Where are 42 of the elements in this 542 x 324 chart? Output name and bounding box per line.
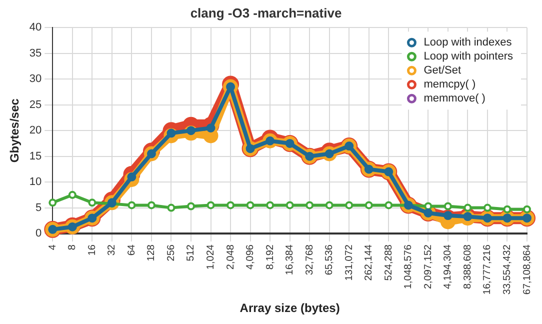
x-tick-label: 33,554,432 bbox=[502, 244, 513, 295]
x-tick-label: 4 bbox=[47, 244, 58, 250]
y-tick-label: 40 bbox=[29, 22, 42, 34]
y-tick-label: 30 bbox=[29, 73, 42, 86]
x-tick-label: 256 bbox=[166, 244, 177, 262]
x-axis-title: Array size (bytes) bbox=[240, 301, 340, 316]
legend-label: memmove( ) bbox=[424, 92, 486, 105]
y-tick-label: 35 bbox=[29, 47, 42, 60]
legend-label: Loop with pointers bbox=[424, 50, 514, 63]
y-tick-label: 25 bbox=[29, 98, 42, 111]
x-tick-label: 262,144 bbox=[364, 244, 375, 281]
legend-label: Loop with indexes bbox=[424, 36, 512, 49]
x-tick-label: 8,388,608 bbox=[462, 244, 474, 290]
x-tick-label: 524,288 bbox=[383, 244, 394, 281]
x-tick-label: 4,096 bbox=[245, 244, 256, 270]
x-tick-label: 32 bbox=[106, 244, 118, 256]
x-tick-label: 32,768 bbox=[304, 244, 316, 276]
x-tick-label: 16 bbox=[86, 244, 98, 256]
x-tick-label: 2,048 bbox=[225, 244, 236, 270]
y-tick-label: 10 bbox=[29, 176, 42, 188]
x-tick-label: 512 bbox=[186, 244, 197, 262]
x-tick-label: 67,108,864 bbox=[522, 244, 533, 295]
x-tick-label: 4,194,304 bbox=[442, 244, 454, 290]
x-tick-label: 1,048,576 bbox=[403, 244, 414, 290]
chart-title: clang -O3 -march=native bbox=[190, 5, 342, 20]
x-tick-label: 16,777,216 bbox=[482, 244, 494, 295]
x-tick-label: 8 bbox=[67, 244, 78, 250]
legend-label: Get/Set bbox=[424, 64, 462, 77]
y-tick-label: 0 bbox=[36, 228, 42, 240]
x-tick-label: 1,024 bbox=[206, 244, 217, 270]
x-tick-label: 128 bbox=[146, 244, 158, 262]
x-tick-label: 16,384 bbox=[284, 244, 296, 276]
x-tick-label: 131,072 bbox=[344, 244, 355, 281]
x-tick-label: 65,536 bbox=[324, 244, 336, 276]
y-tick-label: 5 bbox=[36, 202, 42, 214]
x-tick-label: 64 bbox=[126, 244, 138, 256]
y-tick-label: 20 bbox=[29, 124, 42, 137]
y-tick-label: 15 bbox=[29, 150, 42, 162]
x-tick-label: 2,097,152 bbox=[422, 244, 434, 290]
y-axis-title: Gbytes/sec bbox=[8, 98, 22, 163]
legend-label: memcpy( ) bbox=[424, 78, 476, 91]
x-tick-label: 8,192 bbox=[264, 244, 276, 270]
